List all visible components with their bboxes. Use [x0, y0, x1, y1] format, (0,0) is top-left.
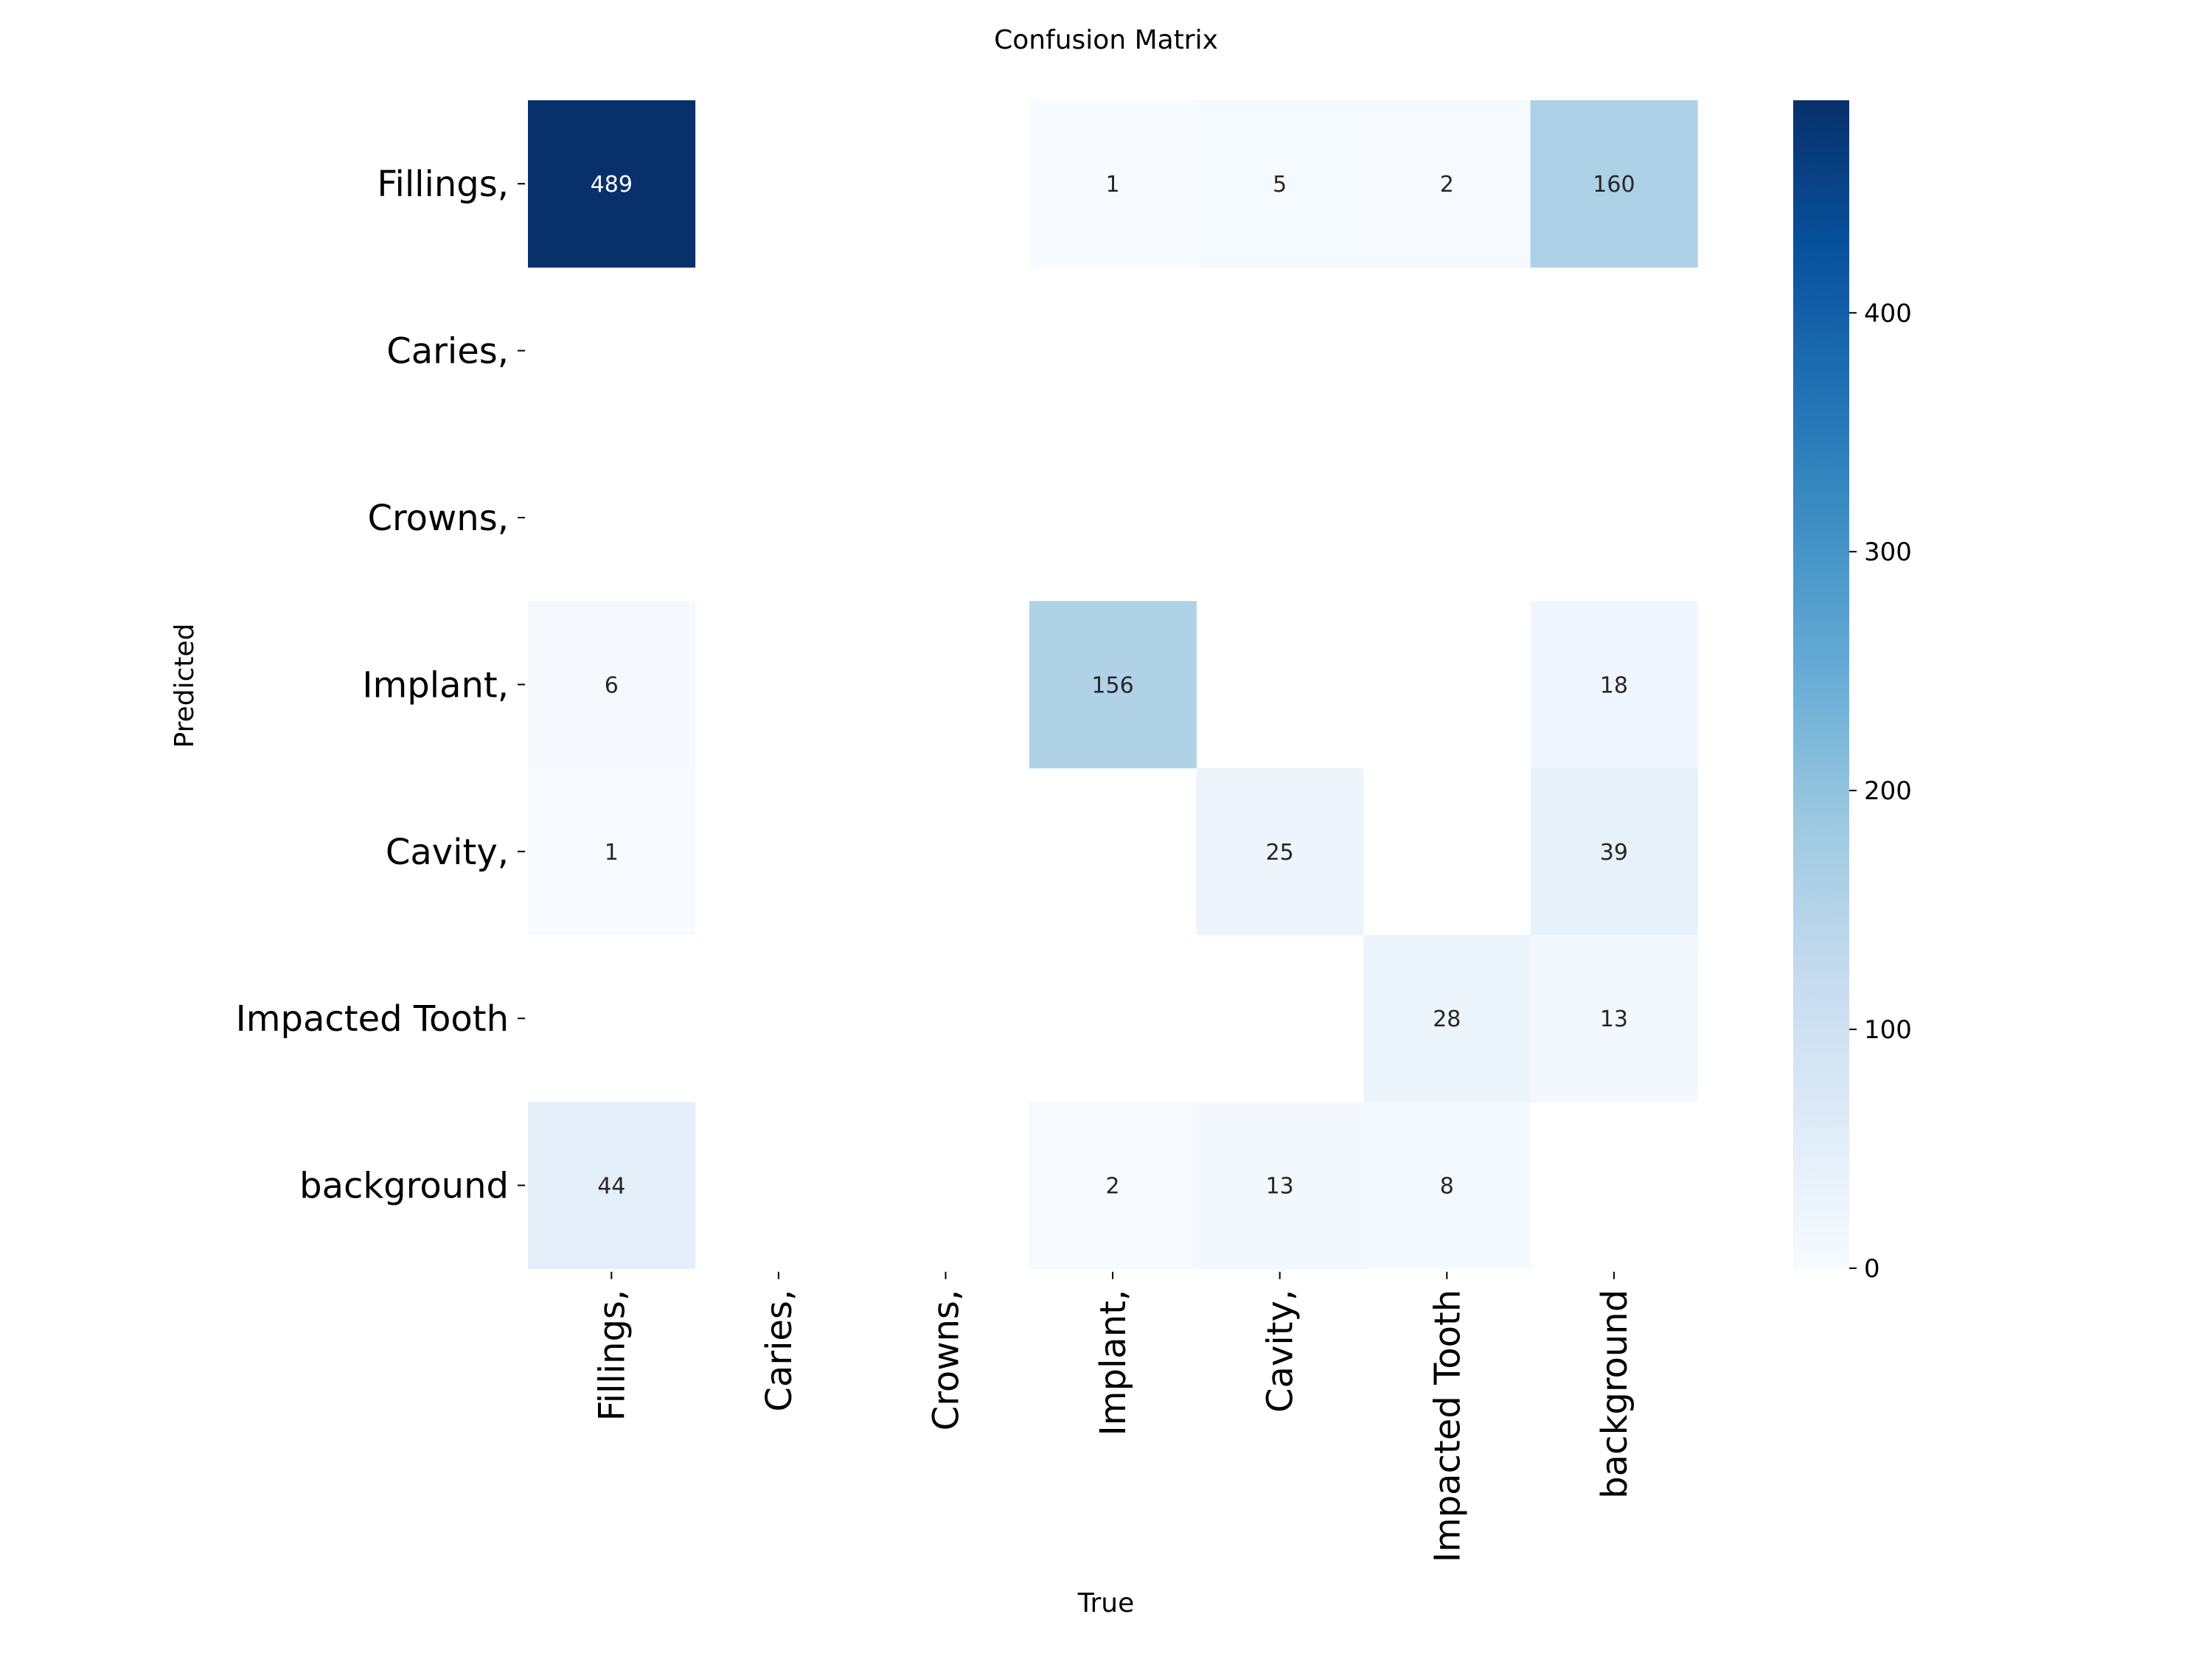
- cell-value-label: 5: [1273, 172, 1287, 198]
- cell-value-label: 1: [1106, 172, 1120, 198]
- cell-value-label: 6: [605, 672, 619, 698]
- colorbar: 0 100 200 300 400: [1793, 100, 1912, 1284]
- heatmap-cell: [528, 768, 696, 936]
- cell-value-label: 2: [1440, 172, 1454, 198]
- heatmap-cell: [1530, 768, 1698, 936]
- cell-value-label: 489: [591, 172, 633, 198]
- heatmap-cell: [1196, 100, 1364, 268]
- colorbar-tick-label: 100: [1864, 1015, 1912, 1045]
- y-tick-label-crowns: Crowns,: [367, 498, 509, 539]
- chart-title: Confusion Matrix: [994, 25, 1218, 55]
- cell-value-label: 8: [1440, 1174, 1454, 1200]
- x-axis: Fillings, Caries, Crowns, Implant, Cavity, Im…: [591, 1271, 1635, 1562]
- x-tick-label-fillings: Fillings,: [591, 1290, 633, 1422]
- y-tick-label-fillings: Fillings,: [377, 164, 509, 205]
- colorbar-tick-label: 300: [1864, 538, 1912, 567]
- cell-value-label: 2: [1106, 1174, 1120, 1200]
- y-axis-label: Predicted: [170, 624, 200, 748]
- cell-value-label: 13: [1600, 1006, 1628, 1032]
- heatmap-cell: [528, 1102, 696, 1270]
- cell-value-label: 1: [605, 840, 619, 866]
- heatmap-cell: [1363, 100, 1531, 268]
- x-tick-label-cavity: Cavity,: [1260, 1290, 1301, 1413]
- cell-value-label: 44: [597, 1174, 625, 1200]
- x-tick-label-background: background: [1594, 1290, 1635, 1499]
- colorbar-tick-label: 400: [1864, 299, 1912, 328]
- heatmap-cell-labels: 489 1 5 2 160 6 156 18 1 25 39 28 13 44 2 13 8: [591, 172, 1635, 1199]
- heatmap-cell: [1196, 1102, 1364, 1270]
- colorbar-tick-label: 0: [1864, 1254, 1880, 1284]
- cell-value-label: 39: [1600, 840, 1628, 866]
- cell-value-label: 156: [1091, 672, 1133, 698]
- heatmap-cell: [1029, 100, 1197, 268]
- heatmap-cell: [1196, 768, 1364, 936]
- heatmap-cells: [528, 100, 1698, 1270]
- colorbar-gradient: [1793, 100, 1849, 1268]
- x-tick-label-implant: Implant,: [1093, 1290, 1134, 1436]
- y-tick-label-background: background: [299, 1166, 509, 1207]
- y-tick-label-impacted-tooth: Impacted Tooth: [236, 998, 509, 1040]
- heatmap-cell: [528, 100, 696, 268]
- y-tick-label-cavity: Cavity,: [386, 832, 509, 873]
- heatmap-cell: [1029, 601, 1197, 769]
- heatmap-cell: [1363, 935, 1531, 1102]
- cell-value-label: 28: [1433, 1006, 1461, 1032]
- cell-value-label: 18: [1600, 672, 1628, 698]
- heatmap-cell: [528, 601, 696, 769]
- x-tick-label-impacted-tooth: Impacted Tooth: [1427, 1290, 1468, 1562]
- colorbar-tick-label: 200: [1864, 776, 1912, 806]
- heatmap-cell: [1530, 601, 1698, 769]
- y-axis: Fillings, Caries, Crowns, Implant, Cavity, Im…: [236, 164, 525, 1207]
- cell-value-label: 160: [1593, 172, 1635, 198]
- heatmap-cell: [1029, 1102, 1197, 1270]
- heatmap-cell: [1530, 935, 1698, 1102]
- cell-value-label: 25: [1266, 840, 1294, 866]
- heatmap-cell: [1530, 100, 1698, 268]
- cell-value-label: 13: [1266, 1174, 1294, 1200]
- y-tick-label-caries: Caries,: [386, 331, 509, 372]
- y-tick-label-implant: Implant,: [362, 664, 509, 706]
- x-axis-label: True: [1077, 1588, 1134, 1618]
- heatmap-cell: [1363, 1102, 1531, 1270]
- x-tick-label-caries: Caries,: [759, 1290, 800, 1412]
- x-tick-label-crowns: Crowns,: [926, 1290, 967, 1431]
